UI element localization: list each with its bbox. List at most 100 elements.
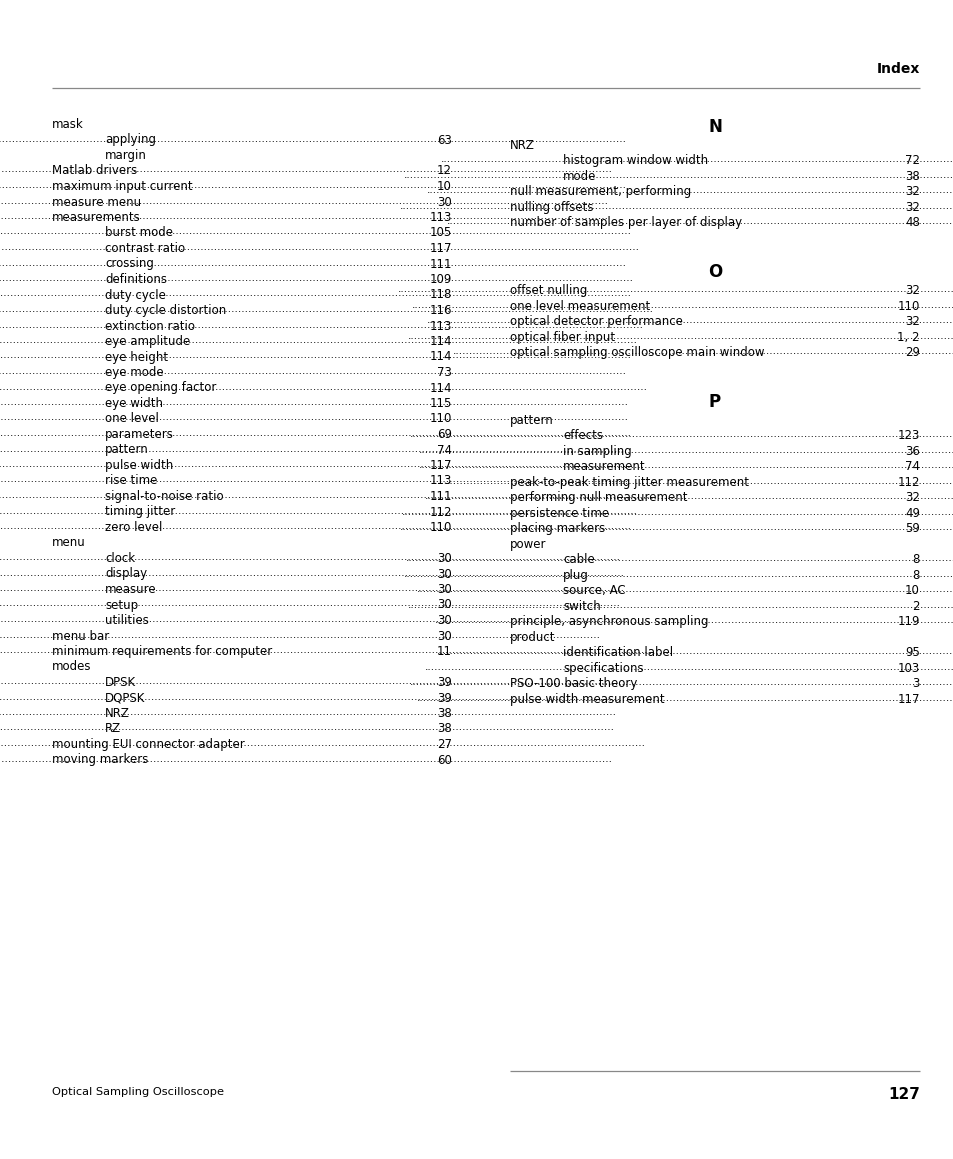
Text: margin: margin xyxy=(105,150,147,162)
Text: ................................................................................: ........................................… xyxy=(0,320,643,329)
Text: measure menu: measure menu xyxy=(52,196,141,209)
Text: ................................................................................: ........................................… xyxy=(410,677,953,687)
Text: ................................................................................: ........................................… xyxy=(424,491,953,502)
Text: NRZ: NRZ xyxy=(105,707,130,720)
Text: 39: 39 xyxy=(436,692,452,705)
Text: P: P xyxy=(708,393,720,410)
Text: ................................................................................: ........................................… xyxy=(0,366,627,376)
Text: ................................................................................: ........................................… xyxy=(0,413,629,423)
Text: 111: 111 xyxy=(429,490,452,503)
Text: 29: 29 xyxy=(904,347,919,359)
Text: crossing: crossing xyxy=(105,257,153,270)
Text: 59: 59 xyxy=(904,523,919,535)
Text: 119: 119 xyxy=(897,615,919,628)
Text: ................................................................................: ........................................… xyxy=(447,476,953,486)
Text: ................................................................................: ........................................… xyxy=(0,165,613,175)
Text: ................................................................................: ........................................… xyxy=(0,646,651,655)
Text: source, AC: source, AC xyxy=(562,584,625,597)
Text: ................................................................................: ........................................… xyxy=(426,185,953,196)
Text: eye height: eye height xyxy=(105,350,168,364)
Text: ................................................................................: ........................................… xyxy=(435,615,953,625)
Text: 30: 30 xyxy=(436,629,452,642)
Text: 63: 63 xyxy=(436,133,452,146)
Text: 69: 69 xyxy=(436,428,452,442)
Text: rise time: rise time xyxy=(105,474,157,488)
Text: DPSK: DPSK xyxy=(105,676,136,688)
Text: 49: 49 xyxy=(904,506,919,519)
Text: maximum input current: maximum input current xyxy=(52,180,193,194)
Text: duty cycle distortion: duty cycle distortion xyxy=(105,304,226,318)
Text: ................................................................................: ........................................… xyxy=(399,201,953,211)
Text: optical detector performance: optical detector performance xyxy=(510,315,682,328)
Text: ................................................................................: ........................................… xyxy=(436,647,953,656)
Text: 32: 32 xyxy=(904,315,919,328)
Text: ................................................................................: ........................................… xyxy=(0,692,620,701)
Text: 113: 113 xyxy=(429,320,452,333)
Text: null measurement, performing: null measurement, performing xyxy=(510,185,691,198)
Text: optical fiber input: optical fiber input xyxy=(510,330,615,343)
Text: 2: 2 xyxy=(911,599,919,613)
Text: measurements: measurements xyxy=(52,211,141,224)
Text: number of samples per layer of display: number of samples per layer of display xyxy=(510,217,741,229)
Text: signal-to-noise ratio: signal-to-noise ratio xyxy=(105,490,223,503)
Text: 123: 123 xyxy=(897,429,919,443)
Text: mode: mode xyxy=(562,170,596,183)
Text: ................................................................................: ........................................… xyxy=(0,676,618,686)
Text: 110: 110 xyxy=(429,413,452,425)
Text: ................................................................................: ........................................… xyxy=(447,217,953,226)
Text: eye opening factor: eye opening factor xyxy=(105,381,216,394)
Text: ................................................................................: ........................................… xyxy=(0,753,613,764)
Text: 112: 112 xyxy=(429,505,452,518)
Text: 110: 110 xyxy=(429,522,452,534)
Text: Optical Sampling Oscilloscope: Optical Sampling Oscilloscope xyxy=(52,1087,224,1098)
Text: ................................................................................: ........................................… xyxy=(0,226,631,236)
Text: 10: 10 xyxy=(436,180,452,194)
Text: 32: 32 xyxy=(904,284,919,297)
Text: ................................................................................: ........................................… xyxy=(0,568,624,577)
Text: NRZ: NRZ xyxy=(510,139,535,152)
Text: ................................................................................: ........................................… xyxy=(0,583,624,593)
Text: ................................................................................: ........................................… xyxy=(404,569,953,578)
Text: 30: 30 xyxy=(436,583,452,596)
Text: 114: 114 xyxy=(429,335,452,348)
Text: ................................................................................: ........................................… xyxy=(440,154,953,165)
Text: 38: 38 xyxy=(436,707,452,720)
Text: Index: Index xyxy=(876,61,919,76)
Text: 95: 95 xyxy=(904,647,919,659)
Text: ................................................................................: ........................................… xyxy=(0,335,637,345)
Text: ................................................................................: ........................................… xyxy=(412,299,953,309)
Text: 109: 109 xyxy=(429,274,452,286)
Text: 8: 8 xyxy=(912,569,919,582)
Text: specifications: specifications xyxy=(562,662,643,675)
Text: ................................................................................: ........................................… xyxy=(0,722,615,732)
Text: optical sampling oscilloscope main window: optical sampling oscilloscope main windo… xyxy=(510,347,763,359)
Text: in sampling: in sampling xyxy=(562,445,631,458)
Text: 117: 117 xyxy=(429,459,452,472)
Text: 116: 116 xyxy=(429,304,452,318)
Text: measurement: measurement xyxy=(562,460,645,473)
Text: ................................................................................: ........................................… xyxy=(410,429,953,439)
Text: performing null measurement: performing null measurement xyxy=(510,491,687,504)
Text: clock: clock xyxy=(105,552,135,564)
Text: 30: 30 xyxy=(436,196,452,209)
Text: power: power xyxy=(510,538,546,551)
Text: eye mode: eye mode xyxy=(105,366,164,379)
Text: ................................................................................: ........................................… xyxy=(0,180,627,190)
Text: ................................................................................: ........................................… xyxy=(0,490,653,500)
Text: ................................................................................: ........................................… xyxy=(397,284,953,294)
Text: 127: 127 xyxy=(887,1087,919,1102)
Text: duty cycle: duty cycle xyxy=(105,289,166,301)
Text: ................................................................................: ........................................… xyxy=(0,242,639,252)
Text: pulse width: pulse width xyxy=(105,459,173,472)
Text: ................................................................................: ........................................… xyxy=(0,381,647,392)
Text: definitions: definitions xyxy=(105,274,167,286)
Text: eye width: eye width xyxy=(105,398,163,410)
Text: 11: 11 xyxy=(436,646,452,658)
Text: ................................................................................: ........................................… xyxy=(0,505,637,516)
Text: ................................................................................: ........................................… xyxy=(0,133,627,144)
Text: 74: 74 xyxy=(904,460,919,473)
Text: N: N xyxy=(707,118,721,136)
Text: ................................................................................: ........................................… xyxy=(0,522,631,531)
Text: 110: 110 xyxy=(897,299,919,313)
Text: 115: 115 xyxy=(429,398,452,410)
